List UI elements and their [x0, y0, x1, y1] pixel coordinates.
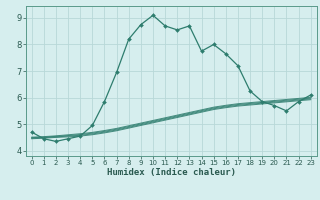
X-axis label: Humidex (Indice chaleur): Humidex (Indice chaleur) [107, 168, 236, 177]
